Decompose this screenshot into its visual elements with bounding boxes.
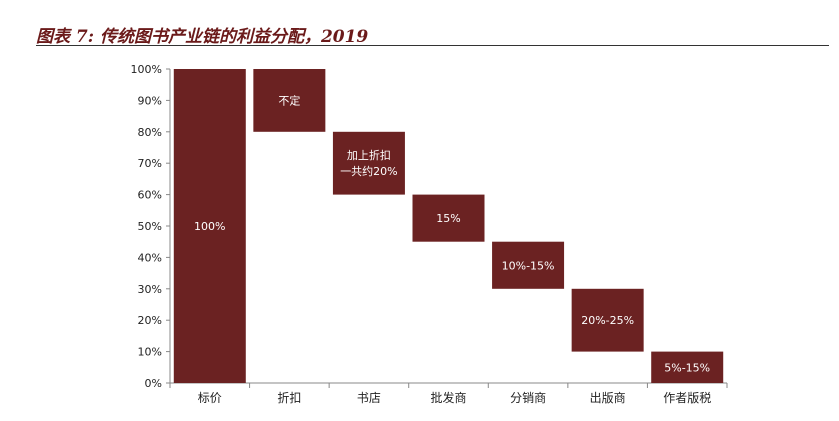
x-category-label: 批发商 <box>430 390 466 405</box>
waterfall-bar <box>571 288 644 352</box>
x-category-label: 折扣 <box>277 390 301 405</box>
x-category-label: 分销商 <box>510 390 546 405</box>
waterfall-bar <box>253 69 326 132</box>
title-divider <box>36 45 829 46</box>
waterfall-bar <box>332 131 405 195</box>
x-category-label: 作者版税 <box>663 391 711 405</box>
bar-data-label: 100% <box>194 220 225 233</box>
y-tick-label: 0% <box>145 377 162 390</box>
waterfall-bar <box>173 69 246 383</box>
y-tick-label: 50% <box>138 220 162 233</box>
bar-data-label: 20%-25% <box>581 314 634 327</box>
y-tick-label: 60% <box>138 189 162 202</box>
x-category-label: 标价 <box>198 391 222 405</box>
y-tick-label: 30% <box>138 283 162 296</box>
bar-data-label: 5%-15% <box>664 361 710 374</box>
x-category-label: 出版商 <box>590 390 626 405</box>
y-tick-label: 100% <box>131 63 162 76</box>
bar-data-label: 不定 <box>278 93 300 107</box>
bar-data-label: 10%-15% <box>502 259 555 272</box>
y-tick-label: 80% <box>138 126 162 139</box>
bar-data-label: 加上折扣 <box>347 148 391 162</box>
y-tick-label: 90% <box>138 94 162 107</box>
waterfall-bar <box>412 194 485 242</box>
waterfall-bar <box>492 241 565 289</box>
waterfall-bar <box>651 351 724 383</box>
y-tick-label: 20% <box>138 314 162 327</box>
y-tick-label: 10% <box>138 346 162 359</box>
x-category-label: 书店 <box>357 391 381 405</box>
y-tick-label: 40% <box>138 251 162 264</box>
bar-data-label: 一共约20% <box>340 165 397 178</box>
bar-data-label: 15% <box>436 212 460 225</box>
page-title: 图表 7: 传统图书产业链的利益分配，2019 <box>36 27 369 47</box>
y-tick-label: 70% <box>138 157 162 170</box>
